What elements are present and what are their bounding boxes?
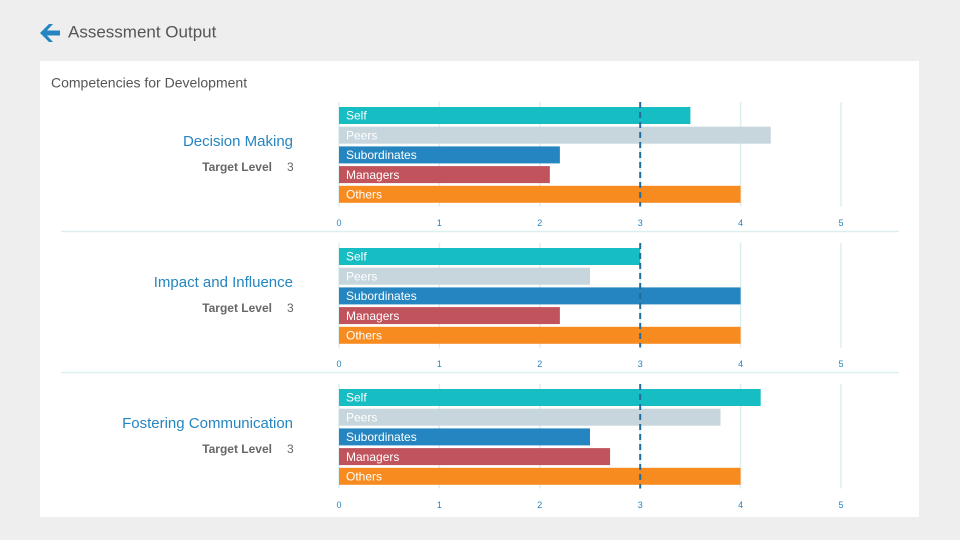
bar bbox=[339, 166, 550, 184]
bar-label: Managers bbox=[346, 309, 399, 323]
bar-label: Managers bbox=[346, 450, 399, 464]
x-tick-label: 1 bbox=[437, 359, 442, 369]
x-tick-label: 3 bbox=[638, 218, 643, 228]
bar bbox=[339, 126, 771, 144]
x-tick-label: 4 bbox=[738, 359, 743, 369]
x-tick-label: 3 bbox=[638, 359, 643, 369]
x-tick-label: 1 bbox=[437, 218, 442, 228]
target-label: Target Level bbox=[202, 442, 272, 456]
bar bbox=[339, 307, 560, 325]
bar bbox=[339, 146, 560, 164]
bar-label: Others bbox=[346, 328, 382, 342]
bar-label: Subordinates bbox=[346, 289, 417, 303]
panel-title: Competencies for Development bbox=[51, 75, 247, 91]
bar bbox=[339, 248, 641, 265]
back-arrow-icon[interactable] bbox=[40, 24, 60, 42]
x-tick-label: 2 bbox=[537, 500, 542, 510]
x-tick-label: 5 bbox=[838, 218, 843, 228]
bar-label: Self bbox=[346, 250, 367, 264]
bar bbox=[339, 267, 590, 285]
x-tick-label: 4 bbox=[738, 218, 743, 228]
bar-label: Others bbox=[346, 187, 382, 201]
x-tick-label: 0 bbox=[336, 359, 341, 369]
bar bbox=[339, 326, 741, 344]
x-tick-label: 2 bbox=[537, 218, 542, 228]
target-value: 3 bbox=[287, 301, 294, 315]
bar bbox=[339, 467, 741, 485]
bar-label: Self bbox=[346, 391, 367, 405]
bar-label: Peers bbox=[346, 410, 377, 424]
x-tick-label: 0 bbox=[336, 218, 341, 228]
back-button[interactable] bbox=[40, 24, 60, 42]
bar bbox=[339, 287, 741, 305]
bar-label: Peers bbox=[346, 269, 377, 283]
target-value: 3 bbox=[287, 442, 294, 456]
bar bbox=[339, 448, 611, 466]
x-tick-label: 0 bbox=[336, 500, 341, 510]
x-tick-label: 4 bbox=[738, 500, 743, 510]
target-label: Target Level bbox=[202, 301, 272, 315]
competency-title: Decision Making bbox=[183, 133, 293, 150]
page-title: Assessment Output bbox=[68, 22, 217, 41]
bar-label: Peers bbox=[346, 128, 377, 142]
x-tick-label: 2 bbox=[537, 359, 542, 369]
competency-title: Fostering Communication bbox=[122, 415, 293, 432]
x-tick-label: 1 bbox=[437, 500, 442, 510]
x-tick-label: 3 bbox=[638, 500, 643, 510]
bar-label: Subordinates bbox=[346, 430, 417, 444]
bar-label: Managers bbox=[346, 168, 399, 182]
x-tick-label: 5 bbox=[838, 359, 843, 369]
bar-label: Subordinates bbox=[346, 148, 417, 162]
bar bbox=[339, 185, 741, 203]
competency-title: Impact and Influence bbox=[154, 274, 293, 291]
bar bbox=[339, 107, 691, 124]
bar bbox=[339, 428, 590, 446]
bar bbox=[339, 408, 721, 426]
bar bbox=[339, 389, 761, 406]
target-value: 3 bbox=[287, 160, 294, 174]
bar-label: Others bbox=[346, 469, 382, 483]
bar-label: Self bbox=[346, 109, 367, 123]
target-label: Target Level bbox=[202, 160, 272, 174]
x-tick-label: 5 bbox=[838, 500, 843, 510]
